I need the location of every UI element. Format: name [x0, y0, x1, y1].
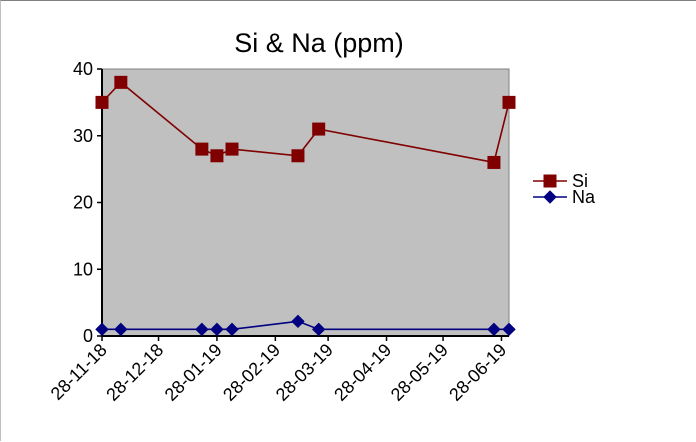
legend-label-na: Na: [572, 187, 596, 207]
x-tick-label: 28-06-19: [445, 340, 510, 405]
x-tick-label: 28-11-18: [47, 340, 111, 404]
y-tick-label: 30: [73, 126, 93, 146]
data-point-na: [502, 322, 516, 337]
y-tick-label: 0: [83, 326, 93, 346]
data-point-si: [95, 95, 109, 109]
x-tick-label: 28-04-19: [330, 340, 395, 405]
plot-area: [101, 68, 510, 337]
x-tick-label: 28-02-19: [219, 340, 284, 405]
chart-title: Si & Na (ppm): [234, 28, 404, 58]
data-point-si: [487, 155, 501, 169]
y-tick-label: 40: [73, 59, 93, 79]
data-point-si: [225, 142, 239, 156]
data-point-si: [195, 142, 209, 156]
legend-label-si: Si: [572, 171, 588, 191]
legend-marker-si: [543, 174, 557, 188]
data-point-na: [210, 322, 224, 337]
x-tick-label: 28-12-18: [102, 340, 167, 405]
data-point-na: [311, 322, 326, 337]
data-point-si: [291, 149, 305, 163]
data-point-si: [312, 122, 326, 136]
series-na: [95, 314, 516, 337]
data-point-na: [114, 322, 128, 337]
legend-marker-na: [543, 190, 557, 204]
legend-item-na: Na: [533, 187, 596, 207]
x-tick-label: 28-01-19: [161, 340, 226, 405]
data-point-si: [114, 75, 128, 89]
x-tick-label: 28-05-19: [387, 340, 452, 405]
data-point-na: [195, 322, 209, 337]
data-point-na: [291, 314, 305, 329]
y-tick-label: 20: [73, 193, 93, 213]
series-si: [95, 75, 516, 169]
x-tick-label: 28-03-19: [272, 340, 337, 405]
legend-item-si: Si: [533, 171, 588, 191]
data-point-si: [502, 95, 516, 109]
data-point-na: [487, 322, 501, 337]
data-point-na: [225, 322, 239, 337]
y-tick-label: 10: [73, 259, 93, 279]
data-point-na: [95, 322, 109, 337]
data-point-si: [210, 149, 224, 163]
series-layer: [95, 75, 516, 337]
